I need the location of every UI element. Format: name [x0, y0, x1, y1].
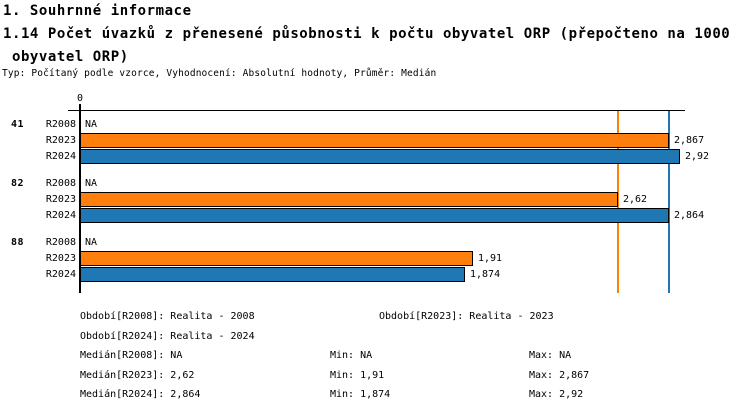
- x-axis-line: [68, 110, 685, 111]
- legend-median-r2023: Medián[R2023]: 2,62: [80, 369, 195, 381]
- legend-period-r2023: Období[R2023]: Realita - 2023: [379, 311, 554, 322]
- series-label-r2023: R2023: [45, 135, 76, 146]
- bar-82-r2024: [80, 208, 669, 223]
- indicator-title-line2: obyvatel ORP): [3, 49, 129, 65]
- bar-88-r2023: [80, 251, 473, 266]
- axis-origin-tick-label: 0: [76, 93, 84, 104]
- median-r2024-line: [668, 111, 670, 293]
- series-label-r2008: R2008: [45, 237, 76, 248]
- legend-min-r2023: Min: 1,91: [330, 369, 385, 381]
- legend-median-r2024: Medián[R2024]: 2,864: [80, 389, 201, 400]
- legend-period-r2024: Období[R2024]: Realita - 2024: [80, 330, 255, 342]
- bar-41-r2024: [80, 149, 680, 164]
- legend-max-r2024: Max: 2,92: [529, 389, 584, 400]
- bar-value-label: 2,867: [674, 135, 705, 146]
- bar-value-label: 2,864: [674, 210, 705, 221]
- bar-value-label-na: NA: [85, 119, 98, 130]
- legend-median-r2008: Medián[R2008]: NA: [80, 350, 183, 361]
- bar-88-r2024: [80, 267, 465, 282]
- series-label-r2024: R2024: [45, 210, 76, 221]
- bar-value-label: 2,62: [623, 194, 648, 205]
- bar-41-r2023: [80, 133, 669, 148]
- group-label-82: 82: [11, 178, 25, 189]
- group-label-88: 88: [11, 237, 25, 248]
- series-label-r2024: R2024: [45, 269, 76, 280]
- legend-min-r2024: Min: 1,874: [330, 389, 391, 400]
- median-r2023-line: [617, 111, 619, 293]
- series-label-r2023: R2023: [45, 194, 76, 205]
- indicator-title-line1: 1.14 Počet úvazků z přenesené působnosti…: [3, 26, 731, 42]
- series-label-r2024: R2024: [45, 151, 76, 162]
- bar-82-r2023: [80, 192, 618, 207]
- series-label-r2008: R2008: [45, 119, 76, 130]
- indicator-meta-line: Typ: Počítaný podle vzorce, Vyhodnocení:…: [2, 68, 437, 79]
- legend-period-r2008: Období[R2008]: Realita - 2008: [80, 311, 255, 322]
- series-label-r2008: R2008: [45, 178, 76, 189]
- bar-value-label: 2,92: [685, 151, 710, 162]
- bar-value-label: 1,874: [470, 269, 501, 280]
- bar-value-label-na: NA: [85, 237, 98, 248]
- bar-value-label: 1,91: [478, 253, 503, 264]
- legend-max-r2008: Max: NA: [529, 350, 572, 361]
- section-title: 1. Souhrnné informace: [3, 3, 192, 19]
- series-label-r2023: R2023: [45, 253, 76, 264]
- legend-max-r2023: Max: 2,867: [529, 369, 590, 381]
- legend-min-r2008: Min: NA: [330, 350, 373, 361]
- group-label-41: 41: [11, 119, 25, 130]
- bar-value-label-na: NA: [85, 178, 98, 189]
